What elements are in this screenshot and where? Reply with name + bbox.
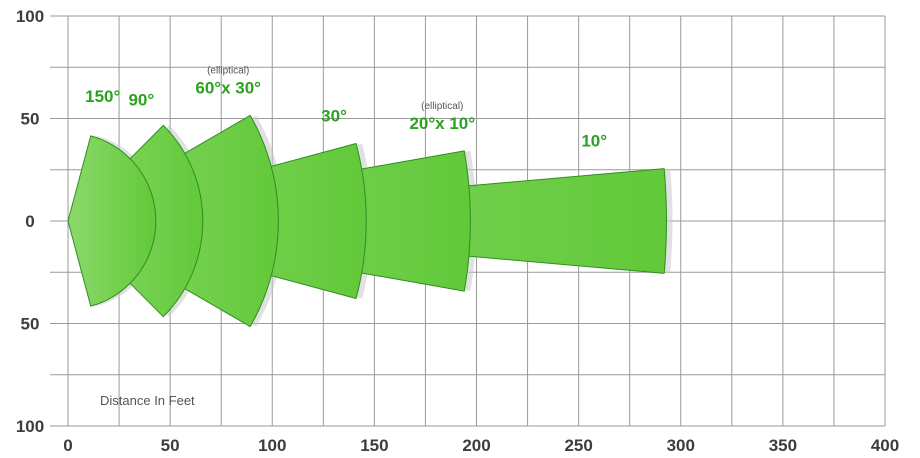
y-axis-ticks: 100 50 0 50 100 [16,7,44,436]
beam-label: 90° [128,90,154,109]
y-tick-label: 50 [21,110,40,129]
x-axis-label: Distance In Feet [100,393,195,408]
x-axis-ticks: 0 50 100 150 200 250 300 350 400 [63,436,899,455]
beams [67,114,667,328]
beam-note: (elliptical) [421,101,463,112]
x-tick-label: 400 [871,436,899,455]
x-tick-label: 150 [360,436,388,455]
beam-label: 20°x 10° [409,114,475,133]
beam-label: 10° [581,132,607,151]
x-tick-label: 100 [258,436,286,455]
x-tick-label: 300 [667,436,695,455]
beam-label: 60°x 30° [195,78,261,97]
beam-note: (elliptical) [207,65,249,76]
x-tick-label: 250 [564,436,592,455]
beam-labels: 150° 90° 60°x 30° (elliptical) 30° 20°x 10° (e… [85,65,607,150]
x-tick-label: 50 [161,436,180,455]
x-tick-label: 350 [769,436,797,455]
y-tick-label: 0 [25,212,34,231]
x-tick-label: 200 [462,436,490,455]
beam-label: 150° [85,87,120,106]
grid [50,15,886,427]
y-tick-label: 50 [21,315,40,334]
y-tick-label: 100 [16,417,44,436]
x-tick-label: 0 [63,436,72,455]
y-tick-label: 100 [16,7,44,26]
beam-label: 30° [321,107,347,126]
beam-sector [67,135,157,307]
